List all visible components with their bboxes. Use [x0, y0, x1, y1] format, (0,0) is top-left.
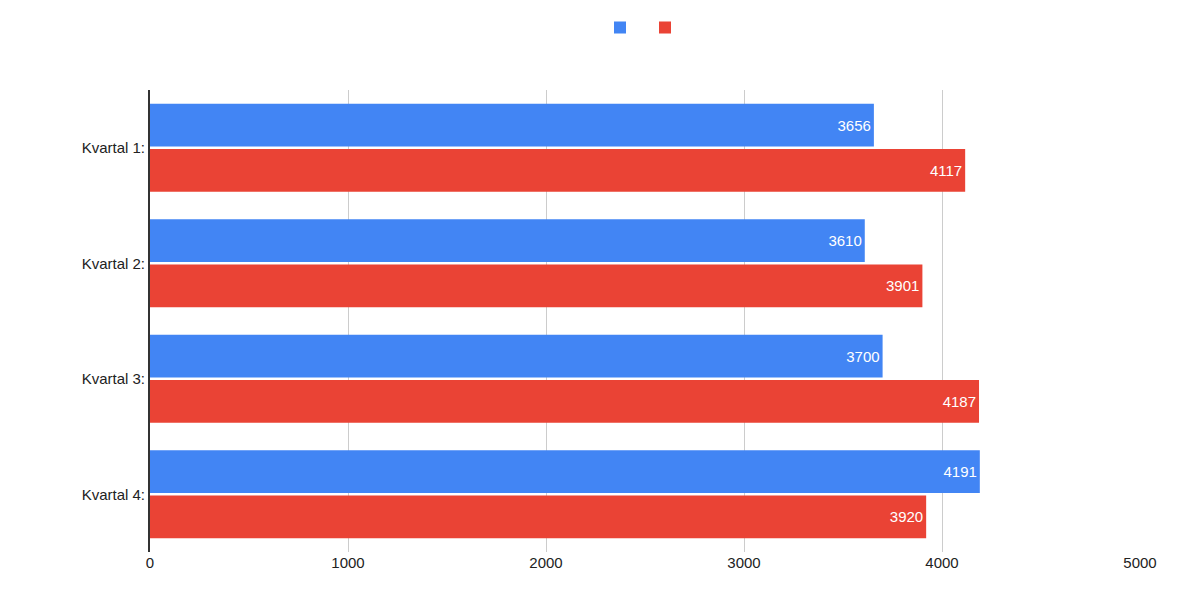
svg-text:2000: 2000 [529, 554, 562, 571]
svg-text:4000: 4000 [925, 554, 958, 571]
svg-text:3656: 3656 [838, 117, 871, 134]
svg-text:Kvartal 3:: Kvartal 3: [82, 370, 145, 387]
svg-text:3901: 3901 [886, 277, 919, 294]
svg-text:Kvartal 1:: Kvartal 1: [82, 139, 145, 156]
svg-text:4117: 4117 [930, 162, 962, 179]
svg-text:Kvartal 2:: Kvartal 2: [82, 255, 145, 272]
svg-text:Kvartal 4:: Kvartal 4: [82, 486, 145, 503]
svg-text:4187: 4187 [943, 393, 976, 410]
svg-text:3610: 3610 [828, 232, 861, 249]
svg-text:4191: 4191 [943, 463, 976, 480]
svg-text:3920: 3920 [890, 508, 923, 525]
svg-text:3000: 3000 [727, 554, 760, 571]
svg-text:1000: 1000 [331, 554, 364, 571]
svg-text:0: 0 [146, 554, 154, 571]
svg-text:5000: 5000 [1123, 554, 1156, 571]
svg-text:3700: 3700 [846, 348, 879, 365]
